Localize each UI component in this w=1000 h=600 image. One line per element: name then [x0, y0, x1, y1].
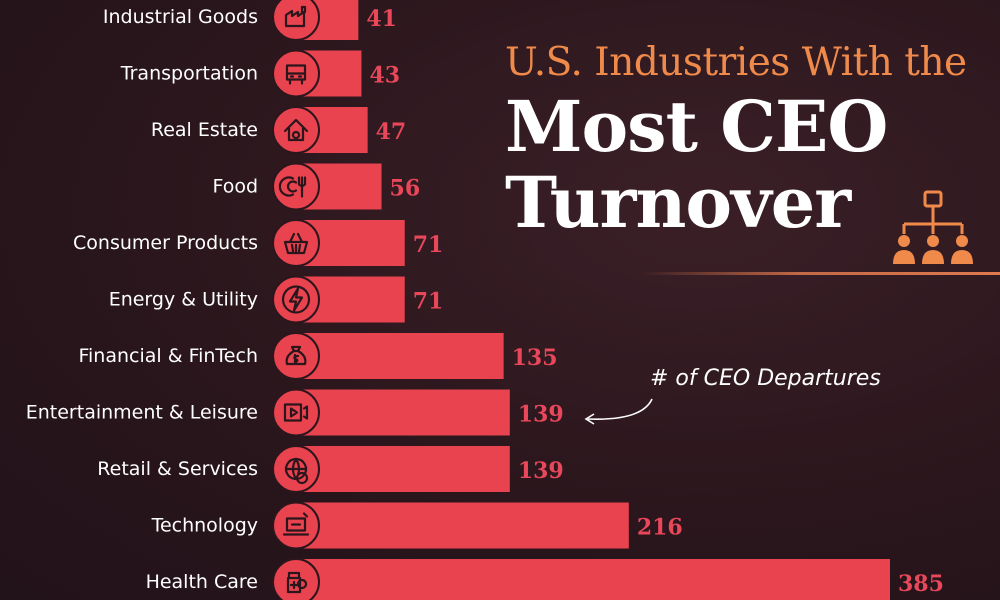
- icon-glyph: [285, 345, 307, 366]
- title-line-1: U.S. Industries With the: [505, 40, 967, 85]
- value-label: 56: [390, 176, 421, 202]
- laptop-icon: [272, 501, 320, 550]
- category-label: Consumer Products: [73, 232, 258, 254]
- category-label: Industrial Goods: [103, 6, 258, 28]
- value-label: 43: [369, 63, 400, 89]
- value-label: 47: [376, 119, 407, 145]
- category-label: Financial & FinTech: [78, 345, 258, 367]
- value-label: 139: [518, 402, 564, 428]
- money-bag-icon: [272, 332, 320, 380]
- icon-glyph: [284, 5, 307, 28]
- bar-7: [295, 389, 510, 436]
- factory-icon: [272, 0, 320, 41]
- org-chart-icon: [893, 190, 973, 264]
- bar-10: [295, 559, 890, 600]
- category-label: Energy & Utility: [109, 289, 258, 311]
- lightning-icon: [272, 275, 320, 324]
- icon-glyph: [283, 118, 309, 142]
- bar-6: [295, 333, 504, 379]
- plate-cutlery-icon: [272, 162, 320, 211]
- icon-circle: [272, 0, 320, 41]
- bus-icon: [272, 49, 320, 98]
- category-label: Entertainment & Leisure: [26, 402, 258, 424]
- category-label: Retail & Services: [97, 458, 258, 480]
- title-line-3: Turnover: [505, 161, 851, 244]
- basket-icon: [272, 219, 320, 267]
- value-label: 135: [512, 345, 558, 371]
- icon-glyph: [283, 232, 309, 255]
- icon-circle: [272, 275, 320, 324]
- icon-glyph: [282, 512, 310, 536]
- category-label: Technology: [151, 515, 258, 537]
- title-block: U.S. Industries With the Most CEO Turnov…: [505, 40, 985, 241]
- category-label: Food: [212, 176, 258, 198]
- icon-glyph: [285, 64, 307, 85]
- category-label: Real Estate: [151, 119, 258, 141]
- title-line-2: Most CEO: [505, 85, 888, 168]
- title-divider: [640, 272, 1000, 275]
- value-label: 139: [518, 458, 564, 484]
- annotation-label: # of CEO Departures: [650, 366, 881, 391]
- icon-glyph: [283, 403, 309, 422]
- value-label: 71: [413, 289, 444, 315]
- category-label: Health Care: [146, 571, 258, 593]
- value-label: 71: [413, 232, 444, 258]
- medicine-icon: [272, 558, 320, 600]
- globe-dollar-icon: [272, 445, 320, 493]
- icon-glyph: [284, 457, 309, 485]
- icon-circle: [272, 558, 320, 600]
- annotation-arrow-icon: [584, 398, 653, 425]
- icon-glyph: [281, 285, 311, 314]
- icon-glyph: [286, 571, 308, 594]
- category-label: Transportation: [120, 63, 258, 85]
- icon-circle: [272, 106, 320, 154]
- value-label: 216: [637, 515, 683, 541]
- value-label: 41: [366, 6, 397, 32]
- video-play-icon: [272, 388, 320, 437]
- icon-glyph: [278, 176, 307, 198]
- bar-9: [295, 502, 629, 549]
- value-label: 385: [898, 571, 944, 597]
- bar-8: [295, 446, 510, 492]
- icon-circle: [272, 162, 320, 211]
- house-icon: [272, 106, 320, 154]
